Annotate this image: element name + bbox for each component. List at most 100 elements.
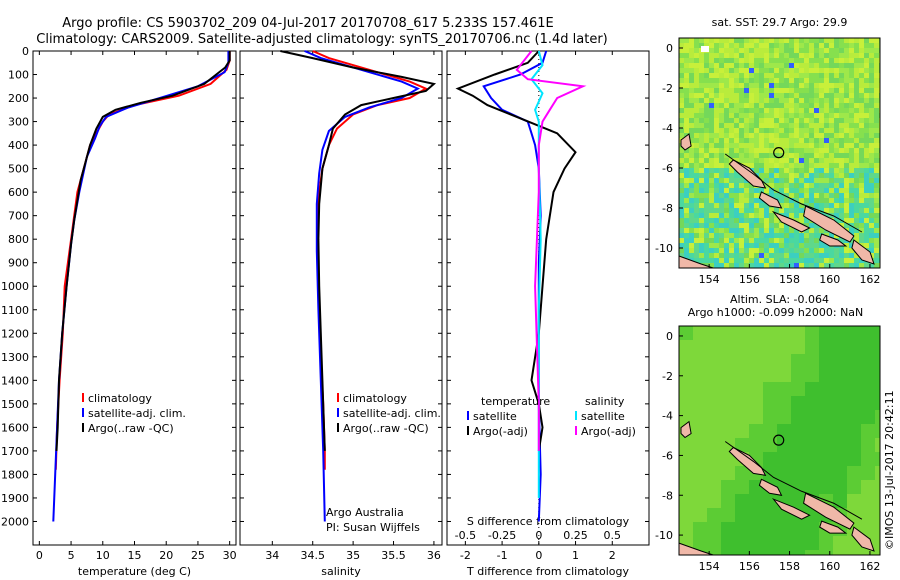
map-cell [824, 63, 829, 68]
map-cell [859, 53, 864, 58]
map-cell [791, 452, 805, 466]
map-cell [847, 340, 861, 354]
map-cell [777, 536, 791, 550]
map-cell [779, 158, 784, 163]
map-cell [734, 88, 739, 93]
map-cell [764, 53, 769, 58]
map-cell [819, 83, 824, 88]
map-cell [721, 382, 735, 396]
map-cell [704, 103, 709, 108]
map-cell [789, 148, 794, 153]
map-cell [679, 410, 693, 424]
map-cell [739, 238, 744, 243]
map-cell [829, 158, 834, 163]
map-cell [754, 238, 759, 243]
map-cell [869, 103, 874, 108]
map-cell [679, 354, 693, 368]
map-cell [794, 248, 799, 253]
map-cell [709, 193, 714, 198]
map-cell [809, 113, 814, 118]
map-cell [734, 228, 739, 233]
map-cell [834, 138, 839, 143]
map-cell [814, 158, 819, 163]
legend-label: climatology [88, 392, 152, 405]
map-cell [784, 208, 789, 213]
map-cell [724, 238, 729, 243]
map-cell [784, 163, 789, 168]
map-cell [779, 173, 784, 178]
map-cell [744, 163, 749, 168]
map-cell [774, 143, 779, 148]
map-cell [809, 228, 814, 233]
map-cell [774, 98, 779, 103]
map-cell [694, 228, 699, 233]
series-line-2 [280, 50, 437, 451]
map-cell [774, 193, 779, 198]
map-cell [874, 193, 879, 198]
map-cell [809, 68, 814, 73]
map-cell [719, 263, 724, 268]
y-tick-label: 0 [666, 330, 673, 343]
map-cell [739, 193, 744, 198]
map-cell [819, 340, 833, 354]
map-cell [729, 198, 734, 203]
map-cell [684, 153, 689, 158]
map-cell [809, 253, 814, 258]
map-cell [699, 193, 704, 198]
map-cell [849, 123, 854, 128]
x-tick-label: 156 [739, 273, 760, 286]
map-cell [689, 48, 694, 53]
map-cell [679, 508, 693, 522]
map-cell [739, 213, 744, 218]
map-cell [769, 133, 774, 138]
map-cell [854, 123, 859, 128]
map-cell [699, 178, 704, 183]
map-cell [714, 128, 719, 133]
map-cell [834, 198, 839, 203]
map-cell [861, 340, 875, 354]
legend-label: Argo(-adj) [581, 425, 636, 438]
map-cell [861, 438, 875, 452]
map-cell [754, 223, 759, 228]
map-cell [704, 58, 709, 63]
y-tick-label: 700 [8, 210, 29, 223]
map-cell [744, 208, 749, 213]
map-cell [729, 183, 734, 188]
map-cell [739, 53, 744, 58]
land-mass [728, 446, 767, 476]
map-cell [824, 178, 829, 183]
map-cell [679, 128, 684, 133]
map-cell [721, 480, 735, 494]
map-cell [749, 248, 754, 253]
map-cell [779, 248, 784, 253]
map-cell [774, 263, 779, 268]
map-cell [759, 108, 764, 113]
map-cell [714, 238, 719, 243]
map-cell [739, 253, 744, 258]
x2-tick-label: -0.5 [455, 529, 476, 542]
map-cell [774, 118, 779, 123]
map-cell [709, 138, 714, 143]
map-cell [874, 158, 879, 163]
map-cell [774, 223, 779, 228]
series-line-2 [55, 51, 231, 451]
map-cell [744, 153, 749, 158]
map-cell [809, 198, 814, 203]
map-cell [864, 193, 869, 198]
map-cell [804, 93, 809, 98]
map-cell [734, 233, 739, 238]
map-cell [724, 128, 729, 133]
map-cell [859, 123, 864, 128]
map-cell [729, 143, 734, 148]
map-cell [834, 113, 839, 118]
map-cell [874, 248, 879, 253]
map-cell [814, 138, 819, 143]
map-cell [774, 48, 779, 53]
y-tick-label: 1400 [1, 374, 29, 387]
map-cell [804, 148, 809, 153]
map-cell [859, 148, 864, 153]
map-cell [784, 153, 789, 158]
map-cell [749, 88, 754, 93]
map-cell [844, 263, 849, 268]
map-cell [824, 113, 829, 118]
